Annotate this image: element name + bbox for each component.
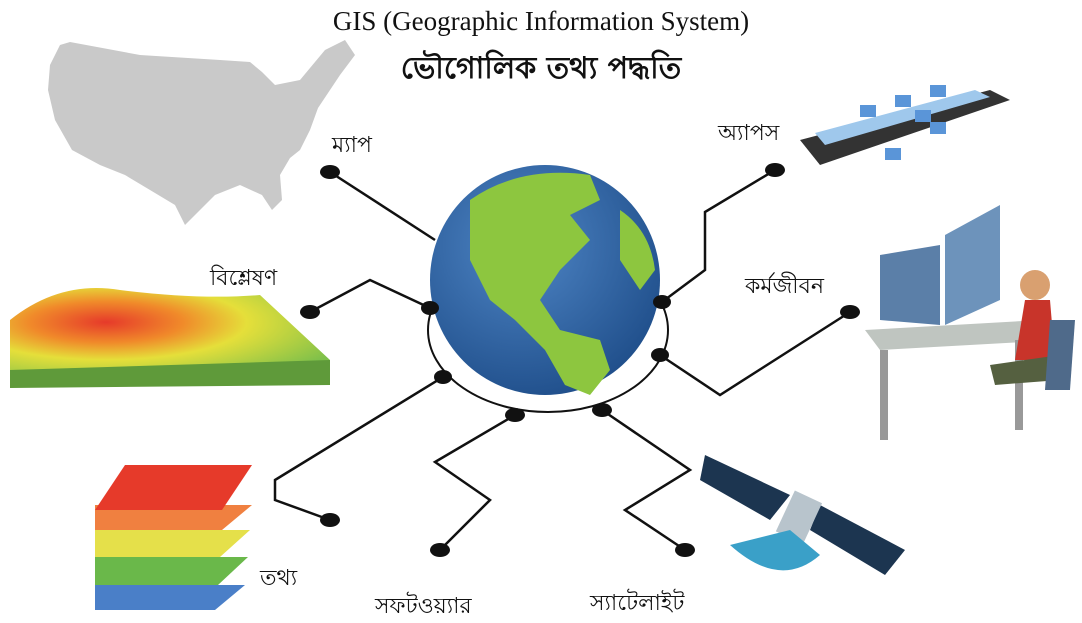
node-label: কর্মজীবন <box>744 272 825 299</box>
node-label: স্যাটেলাইট <box>589 589 685 616</box>
usa-map <box>48 40 355 225</box>
phone <box>800 85 1010 165</box>
node-label: সফটওয়্যার <box>374 592 473 619</box>
wire-dots <box>300 163 860 557</box>
satellite <box>700 455 905 575</box>
wires <box>273 168 851 552</box>
subtitle: ভৌগোলিক তথ্য পদ্ধতি <box>401 49 683 86</box>
heatmap-edge <box>10 360 330 388</box>
node-label: ম্যাপ <box>331 133 373 158</box>
workstation <box>865 205 1075 440</box>
node-label: তথ্য <box>259 566 298 591</box>
node-label: বিশ্লেষণ <box>209 265 278 291</box>
title: GIS (Geographic Information System) <box>333 6 749 36</box>
continents <box>470 172 655 395</box>
layers <box>95 465 252 610</box>
node-label: অ্যাপস <box>717 121 780 146</box>
heatmap <box>10 288 330 374</box>
